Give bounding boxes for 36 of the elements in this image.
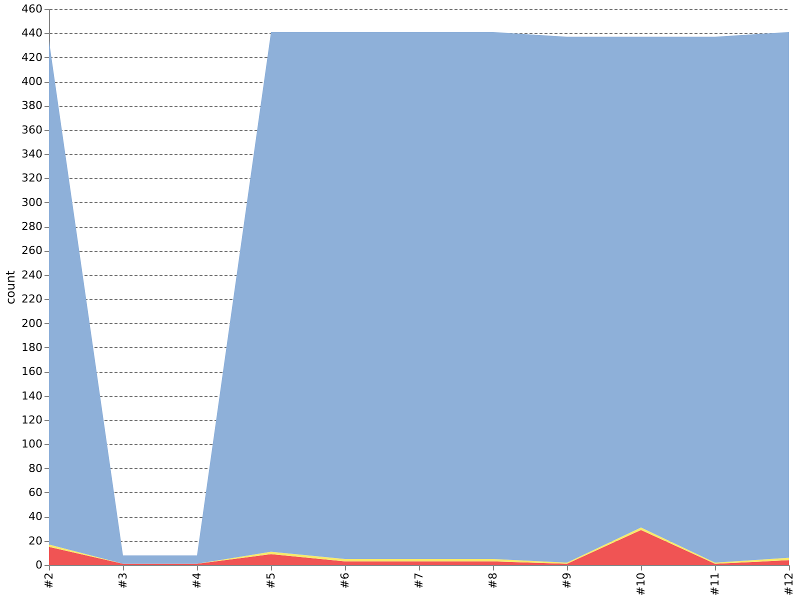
x-tick-label: #7	[412, 572, 426, 589]
y-tick-label: 260	[22, 244, 42, 258]
x-tick-label: #6	[338, 572, 352, 589]
x-tick-label: #12	[782, 572, 796, 596]
x-tick-label: #8	[486, 572, 500, 589]
y-tick-label: 300	[22, 196, 42, 209]
y-tick-label: 320	[22, 172, 42, 185]
x-tick-label: #11	[708, 572, 722, 596]
y-tick-label: 0	[36, 558, 42, 572]
y-tick-label: 420	[22, 50, 42, 64]
y-tick-label: 340	[22, 148, 42, 161]
y-tick-label: 360	[22, 123, 42, 136]
x-tick-label: #4	[190, 572, 204, 589]
x-tick-label: #5	[264, 572, 278, 589]
x-tick-label: #2	[42, 572, 56, 589]
y-tick-label: 120	[22, 413, 42, 426]
y-tick-label: 460	[22, 2, 42, 16]
x-tick-label: #10	[634, 572, 648, 596]
y-tick-label: 280	[22, 220, 42, 234]
y-tick-label: 220	[22, 292, 42, 306]
y-tick-label: 440	[22, 26, 42, 40]
y-tick-label: 80	[28, 462, 42, 475]
y-tick-label: 40	[28, 510, 42, 524]
y-tick-label: 20	[28, 534, 42, 548]
y-tick-label: 100	[22, 438, 42, 451]
x-tick-label: #9	[560, 572, 574, 589]
y-tick-label: 400	[22, 75, 42, 88]
y-axis-title: count	[4, 270, 18, 304]
y-tick-label: 200	[22, 316, 42, 330]
y-tick-label: 140	[22, 389, 42, 402]
y-tick-label: 180	[22, 340, 42, 354]
y-tick-label: 380	[22, 99, 42, 112]
y-tick-label: 160	[22, 365, 42, 378]
y-tick-label: 240	[22, 268, 42, 282]
x-tick-label: #3	[116, 572, 130, 589]
y-tick-label: 60	[28, 486, 42, 499]
